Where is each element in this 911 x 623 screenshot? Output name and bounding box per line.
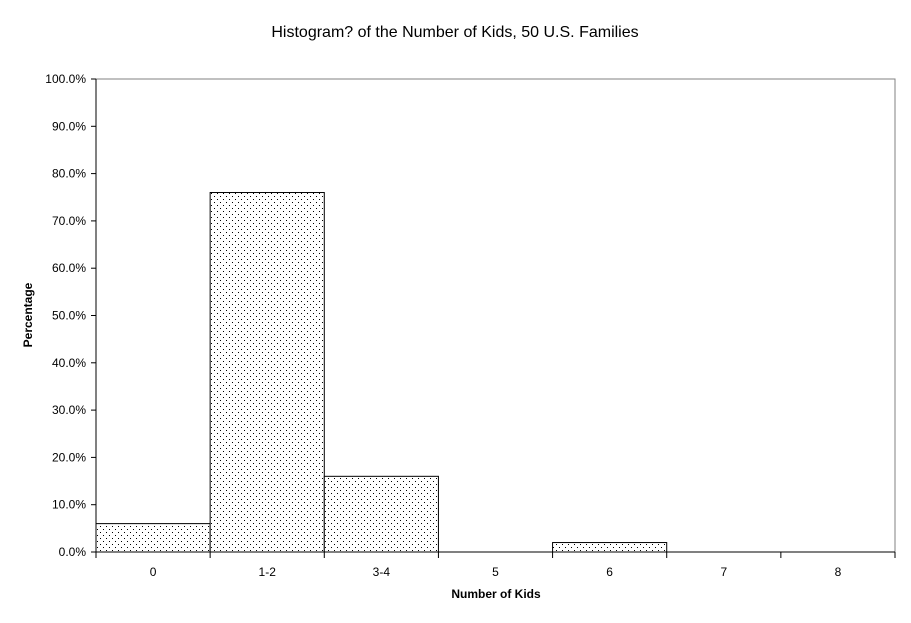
y-tick-label: 50.0%	[52, 309, 86, 323]
y-tick-label: 100.0%	[45, 72, 86, 86]
y-tick-label: 70.0%	[52, 214, 86, 228]
y-tick-label: 0.0%	[59, 545, 87, 559]
y-tick-label: 30.0%	[52, 403, 86, 417]
y-tick-label: 10.0%	[52, 498, 86, 512]
y-tick-label: 20.0%	[52, 450, 86, 464]
bar-1-2	[209, 192, 325, 553]
x-tick-label: 1-2	[259, 565, 277, 579]
x-tick-label: 0	[150, 565, 157, 579]
y-tick-label: 90.0%	[52, 119, 86, 133]
x-tick-label: 3-4	[373, 565, 391, 579]
x-tick-label: 6	[606, 565, 613, 579]
y-axis-label: Percentage	[21, 282, 35, 347]
bars-group	[95, 192, 668, 553]
bar-3-4	[323, 475, 439, 553]
x-axis-label: Number of Kids	[451, 587, 541, 601]
x-axis-ticks: 0 1-2 3-4 5 6 7 8	[95, 552, 896, 579]
x-tick-label: 7	[720, 565, 727, 579]
bar-0	[95, 523, 211, 553]
bar-6	[552, 542, 668, 553]
x-tick-label: 5	[492, 565, 499, 579]
y-tick-label: 40.0%	[52, 356, 86, 370]
chart-title: Histogram? of the Number of Kids, 50 U.S…	[271, 24, 638, 41]
y-tick-label: 60.0%	[52, 261, 86, 275]
y-tick-label: 80.0%	[52, 167, 86, 181]
y-axis-ticks: 0.0% 10.0% 20.0% 30.0% 40.0% 50.0% 60.0% 70.0% 8…	[45, 72, 96, 559]
x-tick-label: 8	[835, 565, 842, 579]
